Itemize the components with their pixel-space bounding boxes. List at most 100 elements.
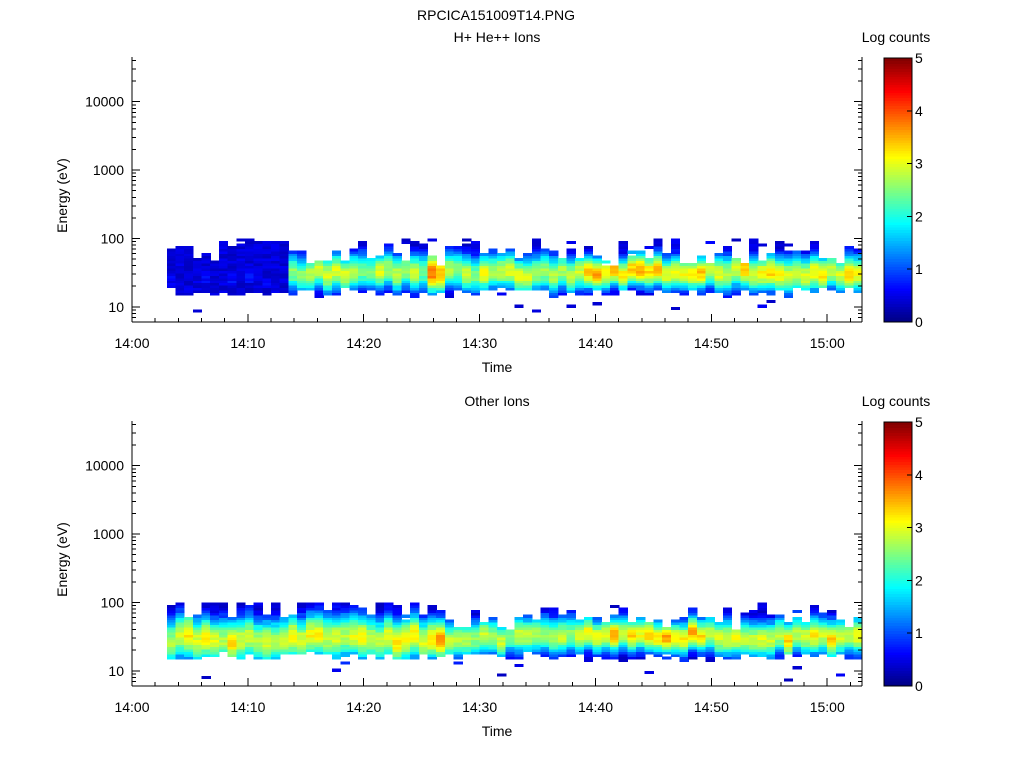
heatmap-cell — [175, 653, 185, 658]
heatmap-cell — [201, 604, 211, 608]
heatmap-cell — [627, 653, 637, 658]
heatmap-cell — [184, 267, 194, 271]
heatmap-cell — [184, 622, 194, 626]
heatmap-cell — [731, 280, 741, 284]
heatmap-cell — [722, 248, 733, 252]
heatmap-cell — [236, 602, 246, 606]
heatmap-cell — [853, 262, 863, 267]
heatmap-cell — [192, 653, 203, 658]
heatmap-cell — [488, 270, 498, 274]
heatmap-cell — [453, 639, 463, 643]
heatmap-cell — [757, 607, 767, 611]
heatmap-cell — [262, 287, 272, 291]
heatmap-cell — [618, 260, 628, 264]
heatmap-cell — [262, 255, 272, 259]
heatmap-cell — [566, 614, 576, 618]
colorbar-step — [884, 282, 912, 286]
heatmap-cell — [540, 265, 550, 269]
heatmap-cell — [783, 639, 794, 643]
heatmap-cell — [844, 634, 854, 638]
heatmap-cell — [192, 258, 203, 262]
heatmap-cell — [853, 275, 863, 279]
heatmap-cell — [470, 255, 481, 259]
heatmap-cell — [566, 272, 576, 276]
heatmap-cell — [331, 260, 342, 264]
heatmap-cell — [618, 270, 628, 274]
colorbar-step — [884, 517, 912, 521]
heatmap-cell — [679, 267, 689, 271]
heatmap-cell — [618, 262, 628, 267]
heatmap-cell — [227, 289, 237, 294]
heatmap-cell — [627, 639, 637, 643]
heatmap-cell — [740, 272, 750, 276]
colorbar-step — [884, 137, 912, 141]
heatmap-cell — [184, 260, 194, 264]
heatmap-cell — [236, 653, 246, 658]
heatmap-cell — [722, 292, 733, 296]
heatmap-cell — [749, 250, 759, 254]
heatmap-cell — [801, 265, 811, 269]
heatmap-cell — [331, 287, 342, 291]
heatmap-cell — [618, 285, 628, 289]
heatmap-cell — [218, 617, 229, 621]
heatmap-cell — [783, 631, 794, 635]
heatmap-cell — [757, 619, 767, 623]
heatmap-cell — [636, 631, 646, 635]
heatmap-cell — [218, 649, 229, 653]
x-tick-label: 15:00 — [810, 699, 845, 715]
heatmap-cell — [514, 626, 524, 631]
heatmap-cell — [783, 260, 794, 264]
heatmap-cell — [835, 272, 846, 276]
heatmap-cell — [175, 287, 185, 291]
heatmap-cell — [523, 267, 533, 271]
heatmap-cell — [175, 253, 185, 257]
heatmap-cell — [523, 272, 533, 276]
heatmap-cell — [453, 250, 463, 254]
heatmap-cell — [705, 649, 715, 653]
heatmap-cell — [749, 248, 759, 252]
heatmap-cell — [210, 639, 220, 643]
heatmap-cell — [644, 260, 655, 264]
heatmap-cell — [323, 651, 333, 655]
heatmap-cell — [592, 282, 602, 286]
heatmap-cell — [749, 262, 759, 267]
heatmap-cell — [566, 636, 576, 640]
heatmap-cell — [218, 260, 229, 264]
heatmap-cell — [297, 602, 307, 606]
heatmap-cell — [835, 280, 846, 284]
heatmap-cell — [662, 258, 672, 262]
colorbar-step — [884, 532, 912, 537]
heatmap-cell — [444, 294, 455, 298]
heatmap-cell — [531, 624, 542, 628]
heatmap-cell — [792, 636, 802, 640]
heatmap-cell — [349, 646, 359, 650]
heatmap-cell — [566, 280, 576, 284]
heatmap-cell — [549, 612, 559, 616]
heatmap-cell — [192, 272, 203, 276]
heatmap-cell — [392, 617, 402, 621]
heatmap-cell — [757, 260, 767, 264]
heatmap-cell — [540, 619, 550, 623]
heatmap-cell — [253, 631, 263, 635]
heatmap-cell — [792, 262, 802, 267]
heatmap-cell — [175, 622, 185, 626]
heatmap-cell — [184, 649, 194, 653]
heatmap-cell — [340, 644, 350, 648]
heatmap-cell — [244, 649, 255, 653]
heatmap-cell — [279, 619, 290, 623]
heatmap-cell — [401, 262, 411, 267]
heatmap-cell — [844, 653, 854, 658]
heatmap-cell — [444, 622, 455, 626]
heatmap-cell — [323, 267, 333, 271]
heatmap-cell — [757, 289, 767, 294]
heatmap-cell — [714, 275, 724, 279]
heatmap-cell — [184, 285, 194, 289]
heatmap-cell — [479, 634, 489, 638]
heatmap-cell — [384, 609, 394, 613]
heatmap-cell — [227, 282, 237, 286]
heatmap-cell — [809, 629, 820, 633]
heatmap-cell — [297, 272, 307, 276]
heatmap-cell — [210, 285, 220, 289]
heatmap-cell — [818, 285, 828, 289]
heatmap-cell — [349, 267, 359, 271]
